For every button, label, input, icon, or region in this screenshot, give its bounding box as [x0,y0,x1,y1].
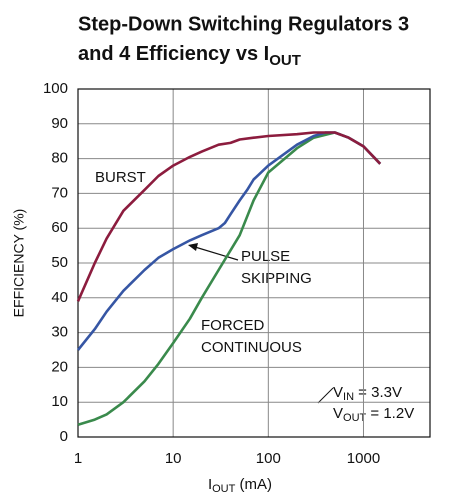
x-tick-label: 1 [74,450,82,467]
x-axis-label-sub: OUT [212,483,236,495]
annotation: = 3.3V [354,384,402,401]
chart-title: Step-Down Switching Regulators 3 [78,13,409,35]
plot-frame [77,88,431,438]
annotation: FORCED [201,317,265,334]
y-tick-label: 30 [51,324,68,341]
x-axis-label: I [208,476,212,493]
x-axis-label: IOUT (mA) [208,476,272,495]
annotation: VOUT = 1.2V [333,405,414,424]
annotation: V [333,384,343,401]
line [76,131,382,302]
y-tick-label: 10 [51,393,68,410]
annotation: SKIPPING [241,270,312,287]
x-tick-label: 100 [256,450,281,467]
annotation: PULSE [241,248,290,265]
leader-line [317,387,334,404]
y-tick-label: 90 [51,115,68,132]
y-tick-label: 0 [60,428,68,445]
y-tick-label: 100 [43,80,68,97]
y-axis-label: EFFICIENCY (%) [11,209,27,318]
x-tick-label: 1000 [347,450,380,467]
y-tick-label: 60 [51,219,68,236]
y-tick-label: 20 [51,358,68,375]
x-axis-label: (mA) [235,476,272,493]
x-tick-label: 10 [165,450,182,467]
arrow-head [188,243,198,251]
y-tick-label: 70 [51,184,68,201]
annotation: = 1.2V [366,405,414,422]
chart-title-sub: OUT [269,52,301,69]
annotation-sub: IN [343,391,354,403]
arrow [194,246,239,261]
chart-title: and 4 Efficiency vs IOUT [78,43,301,69]
y-tick-label: 80 [51,150,68,167]
annotation: CONTINUOUS [201,339,302,356]
annotation: BURST [95,169,146,186]
y-tick-label: 40 [51,289,68,306]
annotation-sub: OUT [343,412,367,424]
chart-title: and 4 Efficiency vs I [78,43,269,65]
annotation: V [333,405,343,422]
annotation: VIN = 3.3V [333,384,402,403]
y-tick-label: 50 [51,254,68,271]
